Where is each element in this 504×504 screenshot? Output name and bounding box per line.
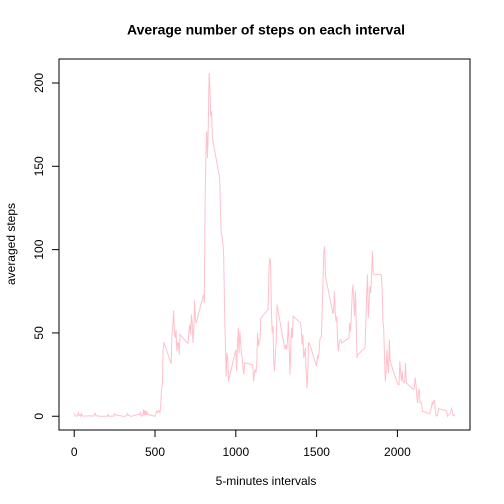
x-axis-label: 5-minutes intervals — [216, 474, 317, 488]
x-tick-label: 1500 — [303, 445, 330, 459]
x-tick-label: 1000 — [222, 445, 249, 459]
x-tick-label: 0 — [71, 445, 78, 459]
y-tick-label: 150 — [32, 156, 46, 176]
x-tick-label: 2000 — [384, 445, 411, 459]
data-line — [73, 72, 456, 418]
y-tick-label: 200 — [32, 73, 46, 93]
y-tick-label: 100 — [32, 239, 46, 259]
y-tick-label: 0 — [32, 413, 46, 420]
x-tick-label: 500 — [145, 445, 165, 459]
chart-title: Average number of steps on each interval — [127, 22, 405, 38]
y-tick-label: 50 — [32, 326, 46, 340]
y-axis-label: averaged steps — [4, 203, 18, 285]
